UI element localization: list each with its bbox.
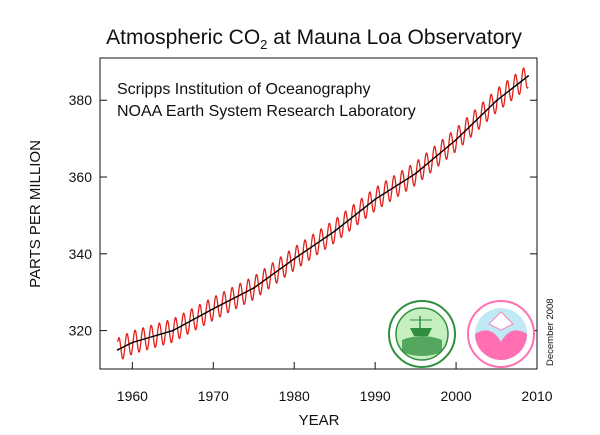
y-tick-label: 380 bbox=[69, 92, 93, 108]
x-tick-label: 1990 bbox=[360, 388, 391, 404]
trend-point bbox=[171, 329, 174, 332]
trend-point bbox=[333, 230, 336, 233]
trend-point bbox=[131, 341, 134, 344]
chart-title: Atmospheric CO2 at Mauna Loa Observatory bbox=[106, 26, 522, 52]
x-tick-label: 2010 bbox=[521, 388, 552, 404]
scripps-logo bbox=[388, 300, 456, 368]
x-tick-label: 2000 bbox=[440, 388, 471, 404]
x-tick-label: 1960 bbox=[117, 388, 148, 404]
y-tick-label: 320 bbox=[69, 323, 93, 339]
trend-point bbox=[374, 198, 377, 201]
y-tick-label: 360 bbox=[69, 169, 93, 185]
noaa-logo bbox=[467, 300, 535, 368]
plot-frame bbox=[99, 57, 538, 370]
y-axis-label: PARTS PER MILLION bbox=[27, 140, 44, 288]
trend-point bbox=[495, 99, 498, 102]
trend-point bbox=[414, 172, 417, 175]
date-note: December 2008 bbox=[545, 298, 556, 366]
trend-point bbox=[212, 307, 215, 310]
trend-point bbox=[455, 138, 457, 141]
series-trend-line bbox=[117, 75, 529, 351]
trend-point bbox=[293, 257, 296, 260]
x-tick-label: 1970 bbox=[198, 388, 229, 404]
trend-point bbox=[527, 75, 529, 77]
y-tick-label: 340 bbox=[69, 246, 93, 262]
axis-ticks: 1960 1970 1980 1990 2000 2010 320 340 360 380 bbox=[69, 92, 553, 404]
series-monthly-line bbox=[117, 67, 529, 360]
annotation-line-1: Scripps Institution of Oceanography bbox=[117, 81, 370, 98]
x-tick-label: 1980 bbox=[279, 388, 310, 404]
trend-point bbox=[252, 287, 255, 289]
series-group bbox=[116, 67, 529, 360]
x-axis-label: YEAR bbox=[299, 412, 340, 429]
trend-point bbox=[116, 348, 119, 351]
annotation-line-2: NOAA Earth System Research Laboratory bbox=[117, 103, 416, 120]
